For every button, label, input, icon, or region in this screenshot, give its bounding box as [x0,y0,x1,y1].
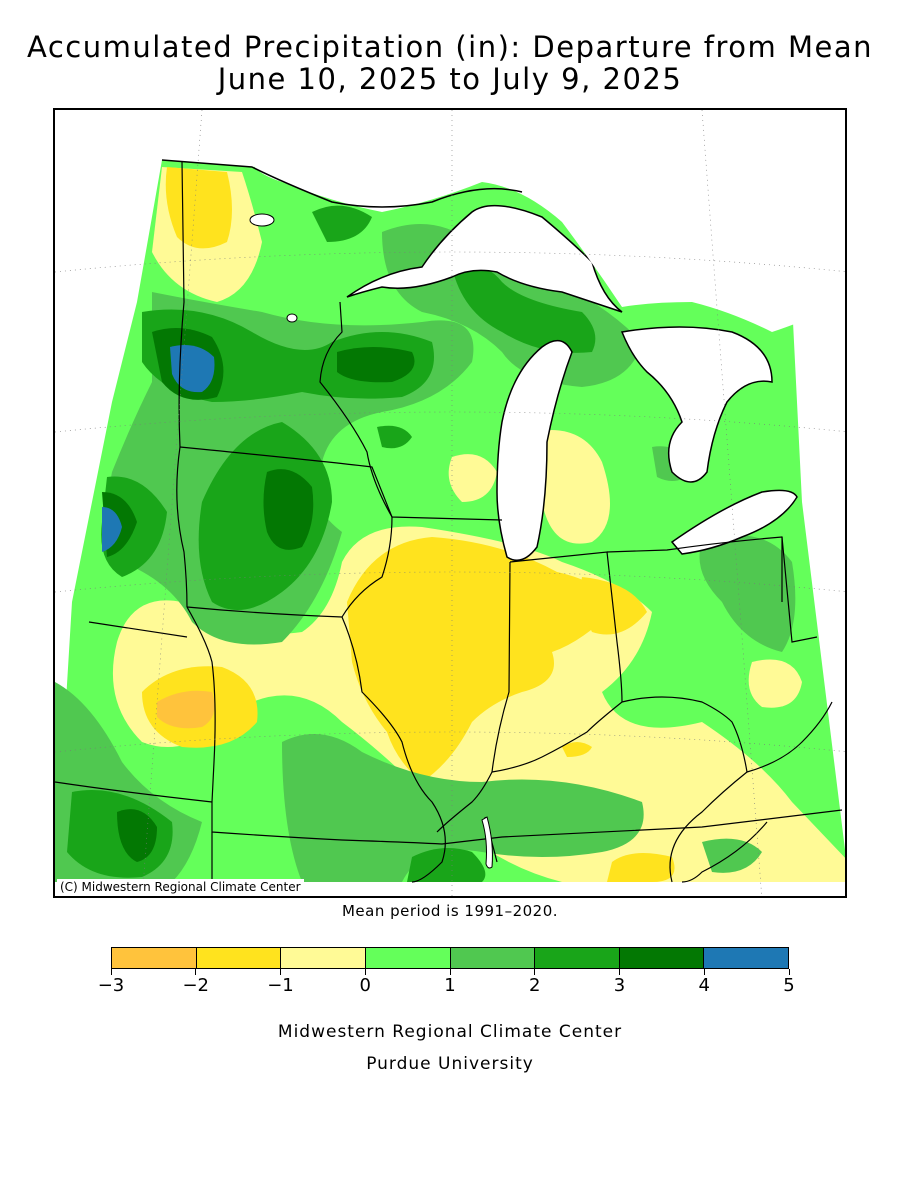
legend-tick [534,969,536,975]
map-title: Accumulated Precipitation (in): Departur… [26,30,874,64]
precipitation-map [53,108,847,898]
legend-swatch [619,948,705,968]
legend-swatch [112,948,197,968]
legend-tick-label: −2 [182,975,210,996]
canada-upper-boundary [161,159,523,208]
wetter-zone-mn-north [312,205,372,242]
copyright-label: (C) Midwestern Regional Climate Center [57,879,304,895]
drier-zone-ky [607,853,675,882]
wet-zone-oh [699,535,796,652]
legend-tick [195,969,197,975]
state-boundaries [55,161,843,883]
legend-swatch [535,948,620,968]
lake-erie [670,489,798,555]
max-zone-west [102,507,122,552]
legend-tick [449,969,451,975]
map-date-range: June 10, 2025 to July 9, 2025 [217,62,683,96]
reelfoot-lake [481,816,493,869]
legend-tick-label: −1 [267,975,294,996]
legend-tick-label: −3 [97,975,125,996]
legend-swatch [365,948,451,968]
legend-swatch [450,948,536,968]
legend-swatch [281,948,366,968]
drier-zone-in-east [580,577,647,635]
wettest-zone-ia [263,469,314,550]
footer-organization: Midwestern Regional Climate Center [277,1022,623,1042]
legend-tick [703,969,705,975]
footer-university: Purdue University [366,1054,534,1074]
drier-zone-il [347,537,617,782]
mean-period-note: Mean period is 1991–2020. [341,902,559,920]
color-legend [111,947,789,969]
canada-north [252,110,845,332]
legend-tick [280,969,281,975]
driest-zone-ia [157,690,215,729]
legend-tick-label: 0 [359,975,371,996]
wetter-zone-wi [377,425,412,449]
legend-swatch [704,948,788,968]
legend-swatch [196,948,282,968]
lake-superior [346,204,623,313]
max-zone-mn [170,344,215,393]
dry-zone-lower-mi [532,430,610,544]
drier-zone-ky-west [562,742,592,757]
legend-tick-label: 2 [529,975,541,996]
legend-tick-label: 5 [783,975,795,996]
legend-tick [364,969,366,975]
legend-tick-label: 3 [613,975,626,996]
lake-michigan [496,339,573,562]
legend-tick-label: 1 [444,975,456,996]
wetter-zone-mo-south [407,848,486,882]
dry-zone-oh [748,659,802,708]
lake-small-1 [286,313,298,323]
wettest-zone-ks [117,809,157,862]
legend-tick [619,969,620,975]
wet-zone-mo-il [282,734,644,882]
legend-tick [110,969,112,975]
graticule [55,110,845,896]
lake-huron [620,326,773,483]
dry-zone-wi [448,454,497,502]
legend-tick-label: 4 [698,975,710,996]
wetter-zone-mi-up [452,264,596,353]
lake-red [249,213,275,227]
legend-tick [788,969,790,975]
wettest-zone-wi [337,347,415,383]
